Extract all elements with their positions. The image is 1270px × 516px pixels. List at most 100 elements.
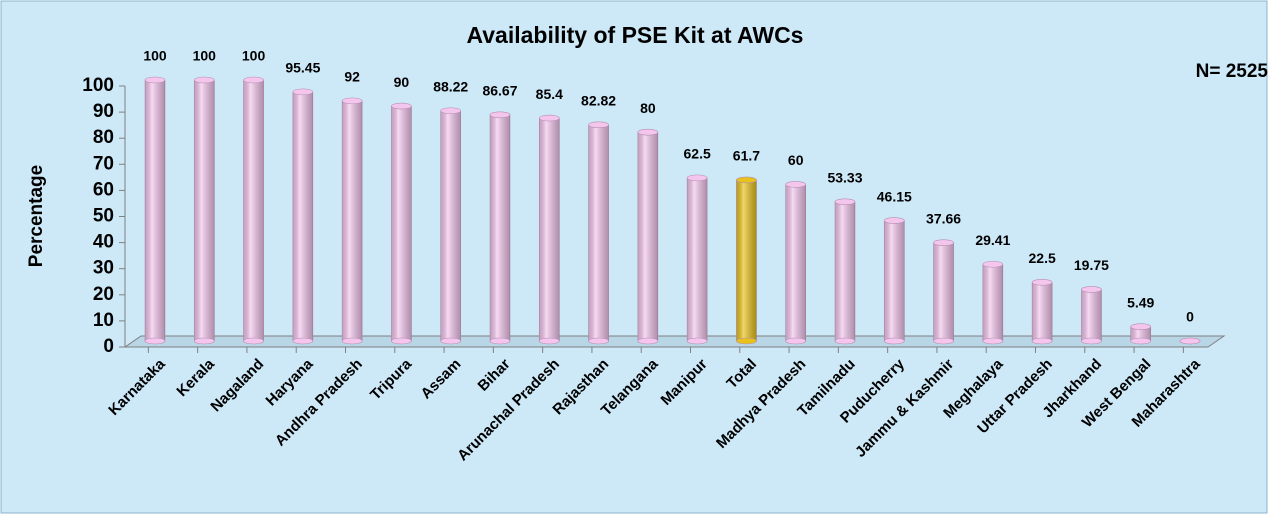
bar-cap [1081, 286, 1102, 293]
bar-base [391, 337, 412, 345]
value-label: 92 [344, 69, 360, 85]
bar-cap [1130, 323, 1152, 330]
bar-shade [1081, 289, 1102, 341]
bar-shade [1032, 282, 1053, 341]
bar-base [144, 337, 166, 345]
bar-cap [341, 97, 363, 105]
value-label: 88.22 [433, 78, 468, 94]
bar-base [637, 337, 659, 345]
value-label: 100 [242, 48, 266, 64]
bar-base [785, 337, 807, 345]
bar-cap [144, 76, 166, 84]
value-label: 61.7 [733, 148, 760, 164]
bar-base [489, 337, 511, 345]
bar-cap [982, 260, 1004, 268]
bar-shade [342, 100, 363, 341]
bar-shade [637, 132, 658, 341]
bar-cap [243, 76, 264, 84]
chart-title: Availability of PSE Kit at AWCs [467, 22, 804, 48]
bar-cap [1031, 278, 1053, 286]
value-label: 90 [394, 74, 410, 90]
bar-base [982, 337, 1004, 345]
value-label: 5.49 [1127, 294, 1154, 310]
value-label: 95.45 [285, 60, 320, 76]
bar-shade [687, 177, 708, 341]
bar-base [1081, 337, 1102, 345]
bar-base [933, 337, 954, 345]
y-tick-label: 30 [93, 258, 114, 279]
y-tick-label: 40 [93, 232, 114, 253]
bar-shade [145, 80, 165, 341]
bar-shade [982, 264, 1003, 341]
bar-cap [785, 181, 807, 188]
bar-cap [391, 102, 412, 110]
bar-cap [834, 198, 856, 206]
bar-shade [440, 110, 461, 342]
y-tick-label: 0 [103, 336, 114, 357]
y-tick-label: 50 [93, 206, 114, 227]
y-tick-label: 90 [93, 101, 114, 122]
y-tick-label: 10 [93, 310, 114, 331]
floor [123, 335, 1226, 348]
bar-cap [489, 111, 511, 119]
bar-base [1031, 337, 1053, 345]
y-tick-label: 20 [93, 284, 114, 305]
value-label: 86.67 [482, 82, 517, 98]
value-label: 46.15 [877, 188, 912, 204]
bar-base [883, 337, 905, 345]
value-label: 29.41 [975, 232, 1010, 248]
value-label: 82.82 [581, 93, 616, 109]
bar-base [834, 337, 856, 345]
bar-cap [1179, 337, 1201, 345]
value-label: 100 [193, 48, 217, 64]
bar-shade [933, 242, 954, 341]
bar-shade [588, 124, 609, 341]
bar-cap [538, 114, 560, 122]
value-label: 80 [640, 100, 656, 116]
y-tick-label: 100 [82, 75, 114, 96]
bar-cap [292, 88, 314, 96]
value-label: 62.5 [684, 146, 711, 162]
bar-shade [835, 201, 855, 341]
bar-base [538, 337, 560, 345]
bar-shade [1130, 326, 1151, 341]
value-label: 19.75 [1074, 257, 1109, 273]
annotation: N= 2525 [1196, 61, 1269, 82]
bar-base [1130, 337, 1152, 345]
bar-base [292, 337, 314, 345]
bar-shade [194, 80, 215, 341]
y-axis-label: Percentage [26, 165, 47, 267]
value-label: 53.33 [827, 170, 862, 186]
bar-cap [588, 121, 609, 129]
value-label: 22.5 [1029, 250, 1056, 266]
value-label: 100 [143, 48, 167, 64]
bar-cap [637, 128, 659, 136]
bar-base [440, 337, 462, 345]
value-label: 85.4 [536, 86, 563, 102]
y-tick-label: 80 [93, 127, 114, 148]
bar-base [686, 337, 708, 345]
bar-cap [933, 239, 954, 247]
bar-shade [490, 114, 510, 342]
bar-shade [292, 91, 313, 341]
bar-base [736, 337, 757, 345]
bar-cap [883, 217, 905, 224]
bar-cap [736, 176, 757, 184]
bar-cap [193, 76, 215, 84]
y-tick-label: 70 [93, 153, 114, 174]
bar-shade [785, 184, 806, 341]
bar-base [588, 337, 609, 345]
bar-base [243, 337, 264, 345]
value-label: 0 [1186, 309, 1194, 325]
bar-base [193, 337, 215, 345]
bar-shade [736, 179, 757, 341]
bar-shade [391, 106, 412, 341]
bar-base [341, 337, 363, 345]
bar-shade [243, 80, 264, 341]
value-label: 60 [788, 152, 804, 168]
bar-cap [440, 107, 462, 115]
y-tick-label: 60 [93, 179, 114, 200]
bar-shade [539, 118, 560, 341]
value-label: 37.66 [926, 210, 961, 226]
